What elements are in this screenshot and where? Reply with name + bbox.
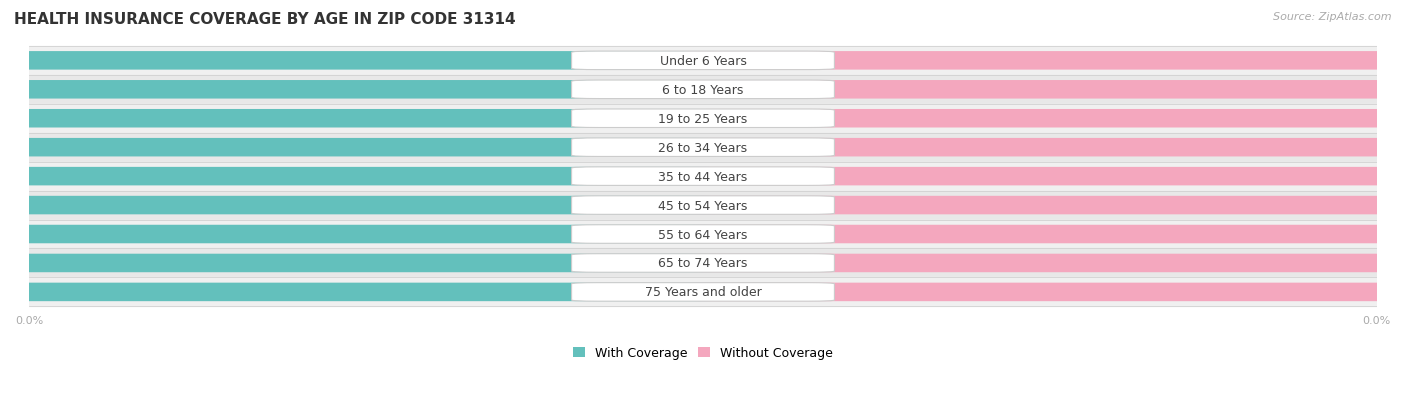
FancyBboxPatch shape — [683, 167, 1403, 186]
Bar — [30, 76, 1376, 104]
Text: Under 6 Years: Under 6 Years — [659, 55, 747, 68]
Text: 0.0%: 0.0% — [648, 56, 678, 66]
FancyBboxPatch shape — [696, 140, 790, 155]
FancyBboxPatch shape — [696, 198, 790, 213]
FancyBboxPatch shape — [616, 112, 710, 126]
FancyBboxPatch shape — [696, 169, 790, 184]
Bar — [30, 220, 1376, 249]
Text: 0.0%: 0.0% — [648, 143, 678, 153]
FancyBboxPatch shape — [3, 225, 723, 244]
FancyBboxPatch shape — [616, 227, 710, 242]
Text: 35 to 44 Years: 35 to 44 Years — [658, 170, 748, 183]
Text: 0.0%: 0.0% — [648, 230, 678, 240]
Text: Source: ZipAtlas.com: Source: ZipAtlas.com — [1274, 12, 1392, 22]
Bar — [30, 104, 1376, 133]
Bar — [30, 133, 1376, 162]
Text: 0.0%: 0.0% — [648, 85, 678, 95]
FancyBboxPatch shape — [616, 54, 710, 69]
FancyBboxPatch shape — [683, 81, 1403, 99]
FancyBboxPatch shape — [616, 83, 710, 97]
FancyBboxPatch shape — [696, 54, 790, 69]
Text: 0.0%: 0.0% — [728, 201, 758, 211]
Bar — [30, 162, 1376, 191]
Text: 55 to 64 Years: 55 to 64 Years — [658, 228, 748, 241]
Text: 0.0%: 0.0% — [728, 143, 758, 153]
FancyBboxPatch shape — [3, 52, 723, 71]
Text: 75 Years and older: 75 Years and older — [644, 286, 762, 299]
FancyBboxPatch shape — [683, 52, 1403, 71]
FancyBboxPatch shape — [572, 110, 834, 128]
FancyBboxPatch shape — [683, 254, 1403, 273]
Text: 26 to 34 Years: 26 to 34 Years — [658, 141, 748, 154]
FancyBboxPatch shape — [3, 81, 723, 99]
FancyBboxPatch shape — [696, 83, 790, 97]
Text: 6 to 18 Years: 6 to 18 Years — [662, 83, 744, 97]
Text: 0.0%: 0.0% — [728, 114, 758, 124]
FancyBboxPatch shape — [616, 169, 710, 184]
Text: 0.0%: 0.0% — [728, 56, 758, 66]
FancyBboxPatch shape — [696, 285, 790, 300]
Text: 0.0%: 0.0% — [648, 172, 678, 182]
FancyBboxPatch shape — [683, 139, 1403, 157]
FancyBboxPatch shape — [696, 256, 790, 271]
Bar — [30, 47, 1376, 76]
Bar — [30, 249, 1376, 278]
FancyBboxPatch shape — [3, 254, 723, 273]
Text: 0.0%: 0.0% — [728, 230, 758, 240]
FancyBboxPatch shape — [616, 285, 710, 300]
Text: 0.0%: 0.0% — [728, 85, 758, 95]
FancyBboxPatch shape — [616, 256, 710, 271]
FancyBboxPatch shape — [572, 139, 834, 157]
FancyBboxPatch shape — [572, 167, 834, 186]
FancyBboxPatch shape — [572, 196, 834, 215]
FancyBboxPatch shape — [616, 140, 710, 155]
Bar — [30, 191, 1376, 220]
FancyBboxPatch shape — [683, 283, 1403, 301]
Text: HEALTH INSURANCE COVERAGE BY AGE IN ZIP CODE 31314: HEALTH INSURANCE COVERAGE BY AGE IN ZIP … — [14, 12, 516, 27]
FancyBboxPatch shape — [683, 110, 1403, 128]
Text: 0.0%: 0.0% — [648, 287, 678, 297]
Text: 45 to 54 Years: 45 to 54 Years — [658, 199, 748, 212]
FancyBboxPatch shape — [572, 52, 834, 71]
FancyBboxPatch shape — [683, 196, 1403, 215]
FancyBboxPatch shape — [3, 110, 723, 128]
Text: 0.0%: 0.0% — [648, 259, 678, 268]
FancyBboxPatch shape — [3, 283, 723, 301]
Text: 0.0%: 0.0% — [728, 287, 758, 297]
FancyBboxPatch shape — [572, 254, 834, 273]
FancyBboxPatch shape — [3, 167, 723, 186]
Text: 0.0%: 0.0% — [728, 259, 758, 268]
Text: 19 to 25 Years: 19 to 25 Years — [658, 112, 748, 126]
FancyBboxPatch shape — [572, 283, 834, 301]
Text: 0.0%: 0.0% — [648, 201, 678, 211]
Text: 0.0%: 0.0% — [728, 172, 758, 182]
Legend: With Coverage, Without Coverage: With Coverage, Without Coverage — [571, 344, 835, 362]
Text: 65 to 74 Years: 65 to 74 Years — [658, 257, 748, 270]
Bar — [30, 278, 1376, 306]
FancyBboxPatch shape — [572, 225, 834, 244]
FancyBboxPatch shape — [616, 198, 710, 213]
FancyBboxPatch shape — [696, 112, 790, 126]
FancyBboxPatch shape — [572, 81, 834, 99]
FancyBboxPatch shape — [3, 196, 723, 215]
Text: 0.0%: 0.0% — [648, 114, 678, 124]
FancyBboxPatch shape — [683, 225, 1403, 244]
FancyBboxPatch shape — [3, 139, 723, 157]
FancyBboxPatch shape — [696, 227, 790, 242]
